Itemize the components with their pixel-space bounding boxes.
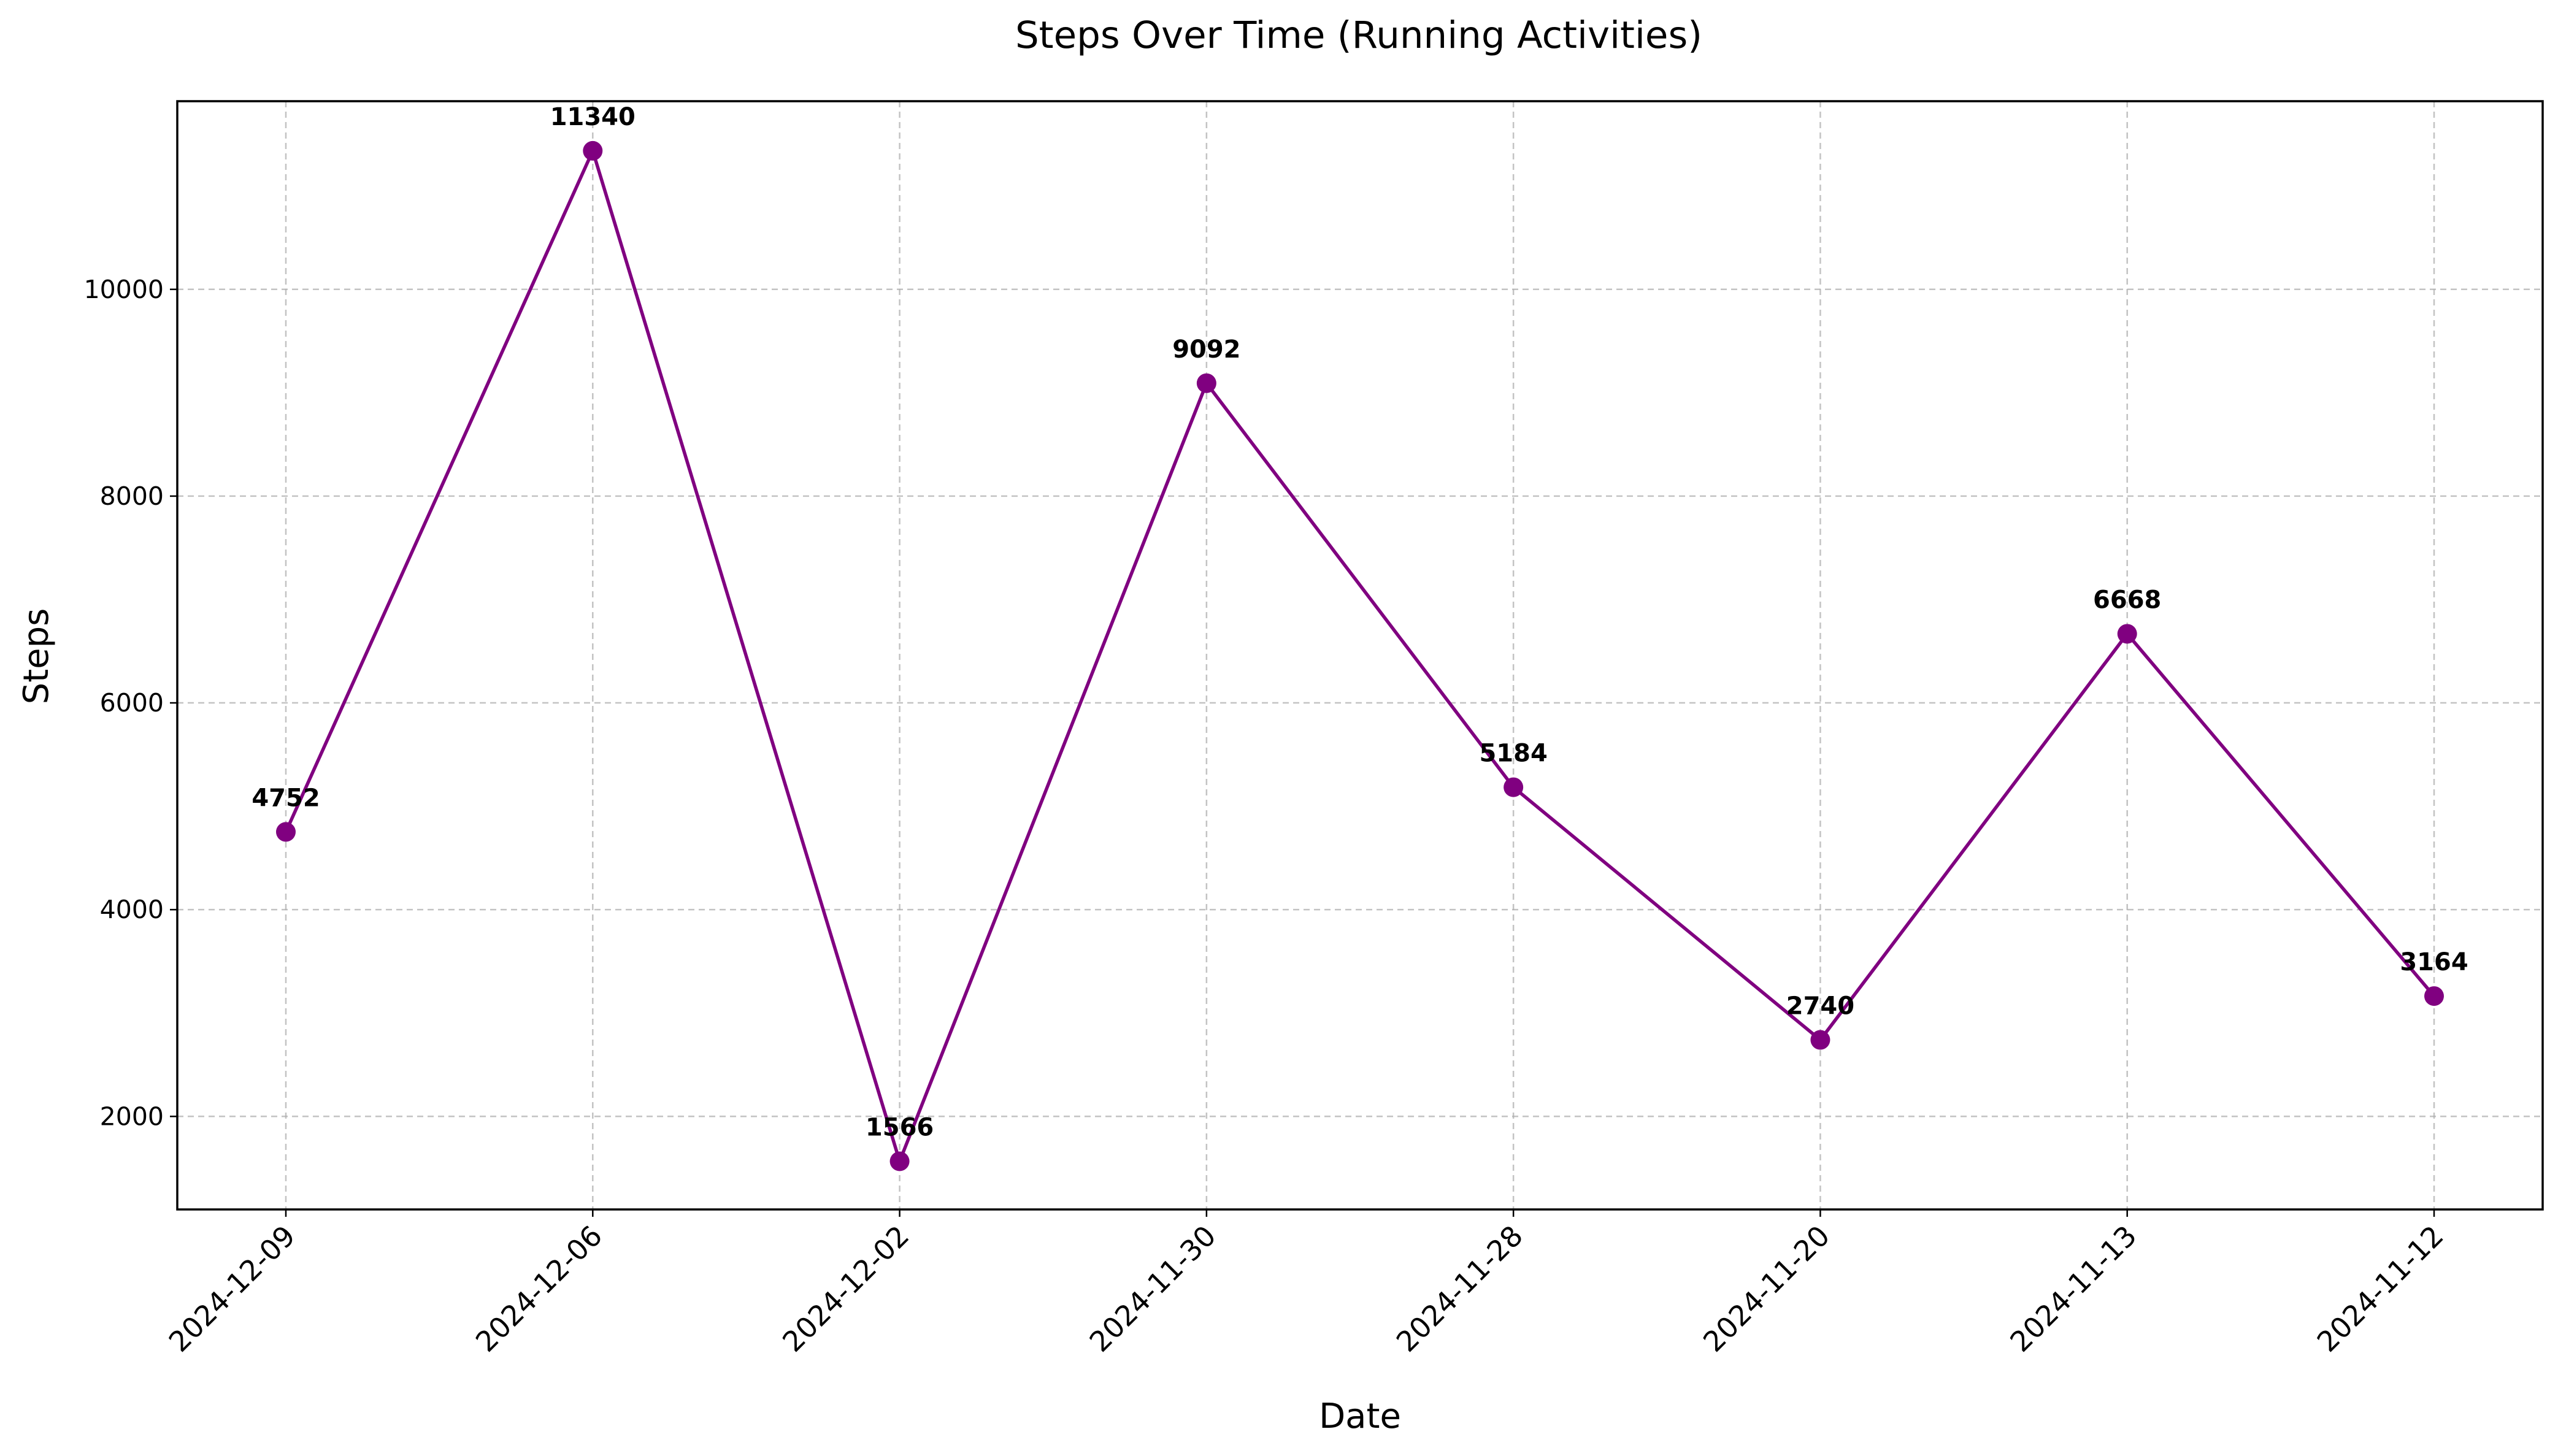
data-label: 9092 [1172, 335, 1240, 364]
data-label: 5184 [1479, 740, 1547, 768]
data-label: 2740 [1786, 992, 1854, 1021]
y-tick-label: 10000 [84, 275, 164, 304]
y-axis-label: Steps [17, 608, 56, 705]
x-tick-label: 2024-11-20 [1697, 1219, 1836, 1358]
data-point [1810, 1030, 1830, 1050]
y-tick-label: 4000 [100, 895, 164, 924]
grid [177, 101, 2543, 1209]
x-tick-label: 2024-11-30 [1083, 1219, 1222, 1358]
data-point [2424, 986, 2444, 1006]
y-tick-label: 2000 [100, 1102, 164, 1131]
x-axis-label: Date [1319, 1397, 1401, 1436]
data-point [583, 140, 603, 161]
data-point [1504, 777, 1524, 797]
y-axis-ticks: 2000 4000 6000 8000 10000 [84, 275, 177, 1131]
chart-title: Steps Over Time (Running Activities) [1015, 13, 1702, 57]
plot-frame [176, 100, 2544, 1211]
data-label: 4752 [252, 784, 320, 812]
data-labels: 4752 11340 1566 9092 5184 2740 6668 3164 [252, 103, 2468, 1142]
data-label: 3164 [2400, 948, 2468, 976]
x-tick-label: 2024-12-02 [776, 1219, 915, 1358]
data-point [2117, 624, 2137, 644]
x-axis-ticks: 2024-12-09 2024-12-06 2024-12-02 2024-11-30… [163, 1209, 2450, 1358]
y-tick-label: 8000 [100, 481, 164, 511]
data-point [276, 822, 296, 842]
data-point [1196, 373, 1216, 393]
data-label: 11340 [550, 103, 636, 131]
x-tick-label: 2024-11-13 [2003, 1219, 2143, 1358]
data-label: 6668 [2093, 586, 2161, 614]
series-steps [276, 140, 2444, 1171]
x-tick-label: 2024-12-09 [163, 1219, 302, 1358]
y-tick-label: 6000 [100, 688, 164, 718]
x-tick-label: 2024-11-12 [2311, 1219, 2450, 1358]
x-tick-label: 2024-11-28 [1390, 1219, 1529, 1358]
data-label: 1566 [866, 1113, 934, 1141]
series-line [284, 146, 2436, 1167]
data-point [889, 1151, 910, 1171]
x-tick-label: 2024-12-06 [469, 1219, 609, 1358]
